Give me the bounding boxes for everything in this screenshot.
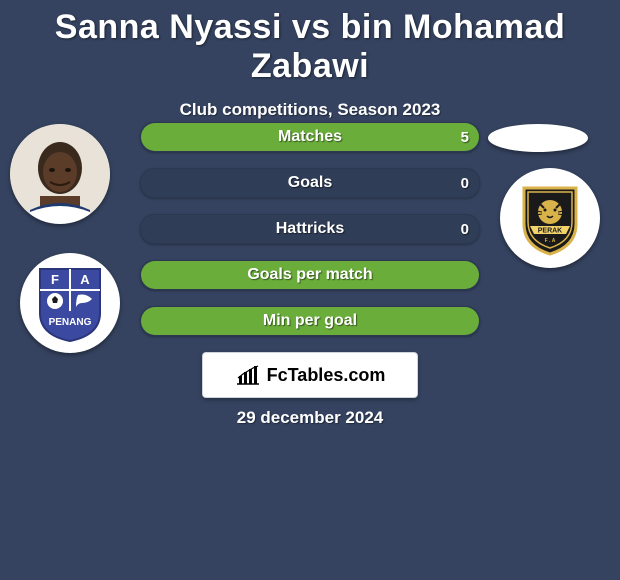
page-title: Sanna Nyassi vs bin Mohamad Zabawi <box>0 0 620 86</box>
brand-text: FcTables.com <box>267 365 386 386</box>
stat-value-goals: 0 <box>461 175 469 192</box>
brand-box: FcTables.com <box>202 352 418 398</box>
stat-row-matches: Matches 5 <box>140 122 480 152</box>
stat-label-matches: Matches <box>278 128 342 146</box>
club-left-badge: F A PENANG <box>20 253 120 353</box>
stat-row-mpg: Min per goal <box>140 306 480 336</box>
svg-text:A: A <box>80 272 90 287</box>
stat-row-hattricks: Hattricks 0 <box>140 214 480 244</box>
stat-label-gpm: Goals per match <box>247 266 372 284</box>
club-right-badge: PERAK F . A <box>500 168 600 268</box>
svg-text:F: F <box>51 272 59 287</box>
stat-label-mpg: Min per goal <box>263 312 357 330</box>
stat-label-goals: Goals <box>288 174 332 192</box>
player-right-avatar <box>488 124 588 152</box>
stat-row-goals: Goals 0 <box>140 168 480 198</box>
stat-value-matches: 5 <box>461 129 469 146</box>
club-right-text: PERAK <box>538 228 563 235</box>
stat-value-hattricks: 0 <box>461 221 469 238</box>
chart-icon <box>235 364 261 386</box>
stat-label-hattricks: Hattricks <box>276 220 344 238</box>
date-text: 29 december 2024 <box>0 408 620 428</box>
player-left-avatar <box>10 124 110 224</box>
svg-text:F . A: F . A <box>545 238 556 244</box>
page-subtitle: Club competitions, Season 2023 <box>0 100 620 120</box>
stat-row-gpm: Goals per match <box>140 260 480 290</box>
club-left-text: PENANG <box>49 317 92 328</box>
stats-container: Matches 5 Goals 0 Hattricks 0 Goals per … <box>140 122 480 352</box>
